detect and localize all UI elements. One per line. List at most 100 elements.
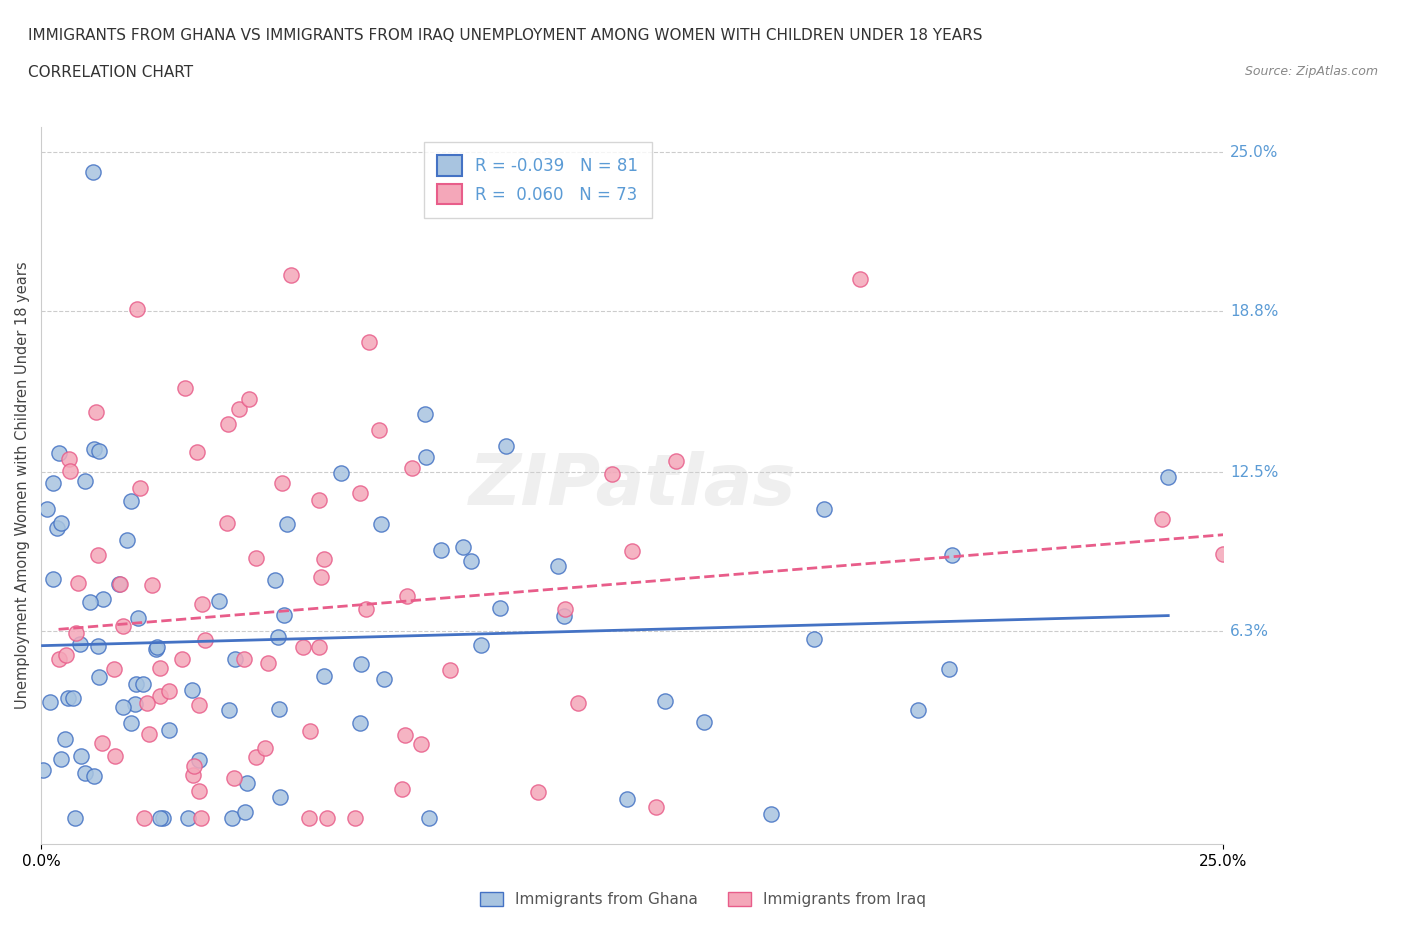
Y-axis label: Unemployment Among Women with Children Under 18 years: Unemployment Among Women with Children U… xyxy=(15,261,30,709)
Immigrants from Iraq xyxy=(125,301,148,316)
Immigrants from Iraq xyxy=(401,460,423,475)
Immigrants from Iraq xyxy=(349,485,371,500)
Immigrants from Iraq xyxy=(110,577,132,591)
Immigrants from Iraq xyxy=(194,632,217,647)
Immigrants from Ghana xyxy=(350,657,373,671)
Immigrants from Iraq xyxy=(554,602,576,617)
Immigrants from Ghana xyxy=(82,165,104,179)
Immigrants from Ghana xyxy=(654,694,676,709)
Immigrants from Ghana xyxy=(460,553,482,568)
Immigrants from Iraq xyxy=(128,481,150,496)
Immigrants from Iraq xyxy=(138,726,160,741)
Immigrants from Iraq xyxy=(526,785,548,800)
Immigrants from Ghana xyxy=(181,683,204,698)
Immigrants from Iraq xyxy=(48,651,70,666)
Immigrants from Ghana xyxy=(149,811,172,826)
Legend: R = -0.039   N = 81, R =  0.060   N = 73: R = -0.039 N = 81, R = 0.060 N = 73 xyxy=(423,142,651,218)
Immigrants from Iraq xyxy=(357,334,380,349)
Immigrants from Ghana xyxy=(83,769,105,784)
Immigrants from Ghana xyxy=(53,732,76,747)
Immigrants from Ghana xyxy=(267,701,290,716)
Immigrants from Ghana xyxy=(693,714,716,729)
Immigrants from Iraq xyxy=(439,662,461,677)
Immigrants from Iraq xyxy=(312,551,335,566)
Immigrants from Ghana xyxy=(79,595,101,610)
Immigrants from Iraq xyxy=(149,689,172,704)
Immigrants from Ghana xyxy=(120,494,142,509)
Immigrants from Ghana xyxy=(430,543,453,558)
Immigrants from Iraq xyxy=(190,811,212,826)
Immigrants from Iraq xyxy=(299,724,322,739)
Immigrants from Ghana xyxy=(48,445,70,460)
Immigrants from Iraq xyxy=(621,544,644,559)
Immigrants from Ghana xyxy=(87,670,110,684)
Immigrants from Iraq xyxy=(298,811,321,826)
Immigrants from Ghana xyxy=(312,668,335,683)
Immigrants from Ghana xyxy=(51,751,73,766)
Immigrants from Ghana xyxy=(124,697,146,711)
Immigrants from Iraq xyxy=(238,392,260,406)
Immigrants from Iraq xyxy=(58,452,80,467)
Immigrants from Ghana xyxy=(224,651,246,666)
Immigrants from Iraq xyxy=(232,652,254,667)
Immigrants from Ghana xyxy=(495,438,517,453)
Immigrants from Ghana xyxy=(329,466,352,481)
Immigrants from Iraq xyxy=(87,548,110,563)
Immigrants from Ghana xyxy=(418,811,440,826)
Immigrants from Iraq xyxy=(308,639,330,654)
Immigrants from Ghana xyxy=(91,592,114,607)
Immigrants from Ghana xyxy=(39,694,62,709)
Immigrants from Ghana xyxy=(62,690,84,705)
Legend: Immigrants from Ghana, Immigrants from Iraq: Immigrants from Ghana, Immigrants from I… xyxy=(474,885,932,913)
Immigrants from Ghana xyxy=(370,516,392,531)
Immigrants from Iraq xyxy=(368,422,391,437)
Text: ZIPatlas: ZIPatlas xyxy=(468,451,796,520)
Immigrants from Ghana xyxy=(208,593,231,608)
Immigrants from Ghana xyxy=(803,631,825,646)
Immigrants from Iraq xyxy=(354,602,377,617)
Text: 6.3%: 6.3% xyxy=(1230,624,1270,639)
Immigrants from Iraq xyxy=(191,596,214,611)
Immigrants from Ghana xyxy=(616,791,638,806)
Immigrants from Iraq xyxy=(59,463,82,478)
Immigrants from Ghana xyxy=(236,776,259,790)
Immigrants from Ghana xyxy=(132,677,155,692)
Immigrants from Ghana xyxy=(42,475,65,490)
Immigrants from Ghana xyxy=(813,501,835,516)
Text: 12.5%: 12.5% xyxy=(1230,465,1278,480)
Immigrants from Iraq xyxy=(309,569,332,584)
Immigrants from Iraq xyxy=(224,771,246,786)
Immigrants from Iraq xyxy=(91,736,114,751)
Immigrants from Iraq xyxy=(103,661,125,676)
Immigrants from Ghana xyxy=(941,548,963,563)
Immigrants from Ghana xyxy=(112,699,135,714)
Immigrants from Iraq xyxy=(292,640,315,655)
Immigrants from Iraq xyxy=(257,656,280,671)
Immigrants from Iraq xyxy=(181,767,204,782)
Immigrants from Ghana xyxy=(938,662,960,677)
Immigrants from Ghana xyxy=(87,639,110,654)
Immigrants from Iraq xyxy=(315,811,337,826)
Immigrants from Ghana xyxy=(42,571,65,586)
Text: Source: ZipAtlas.com: Source: ZipAtlas.com xyxy=(1244,65,1378,78)
Immigrants from Iraq xyxy=(600,467,623,482)
Immigrants from Ghana xyxy=(124,676,146,691)
Immigrants from Iraq xyxy=(66,576,89,591)
Immigrants from Ghana xyxy=(177,811,200,826)
Immigrants from Iraq xyxy=(141,578,163,592)
Immigrants from Iraq xyxy=(55,647,77,662)
Immigrants from Ghana xyxy=(83,442,105,457)
Immigrants from Ghana xyxy=(75,473,97,488)
Immigrants from Ghana xyxy=(145,640,167,655)
Immigrants from Iraq xyxy=(157,684,180,698)
Immigrants from Ghana xyxy=(31,763,53,777)
Immigrants from Ghana xyxy=(188,753,211,768)
Immigrants from Iraq xyxy=(187,698,209,713)
Immigrants from Ghana xyxy=(1157,470,1180,485)
Immigrants from Ghana xyxy=(489,601,512,616)
Text: CORRELATION CHART: CORRELATION CHART xyxy=(28,65,193,80)
Immigrants from Iraq xyxy=(228,402,250,417)
Immigrants from Ghana xyxy=(115,532,138,547)
Text: IMMIGRANTS FROM GHANA VS IMMIGRANTS FROM IRAQ UNEMPLOYMENT AMONG WOMEN WITH CHIL: IMMIGRANTS FROM GHANA VS IMMIGRANTS FROM… xyxy=(28,28,983,43)
Immigrants from Iraq xyxy=(253,741,276,756)
